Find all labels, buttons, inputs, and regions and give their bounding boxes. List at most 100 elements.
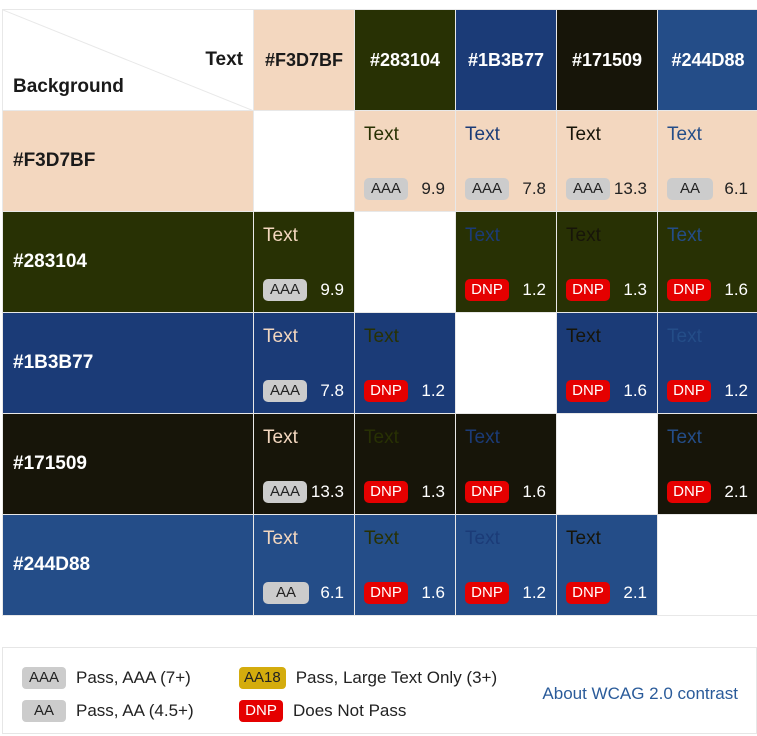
rating-badge: AA — [667, 178, 713, 200]
contrast-ratio: 1.3 — [421, 482, 445, 501]
contrast-cell-283104-1b3b77: Text DNP 1.2 — [456, 212, 557, 313]
rating-badge: DNP — [566, 582, 610, 604]
row-header-f3d7bf: #F3D7BF — [3, 111, 254, 212]
sample-text: Text — [667, 326, 702, 347]
contrast-ratio: 9.9 — [320, 280, 344, 299]
contrast-ratio: 13.3 — [310, 482, 344, 501]
contrast-cell-171509-f3d7bf: Text AAA 13.3 — [254, 414, 355, 515]
column-header-1b3b77: #1B3B77 — [456, 10, 557, 111]
contrast-cell-283104-f3d7bf: Text AAA 9.9 — [254, 212, 355, 313]
sample-text: Text — [263, 528, 298, 549]
row-header-1b3b77: #1B3B77 — [3, 313, 254, 414]
sample-text: Text — [364, 326, 399, 347]
sample-text: Text — [465, 528, 500, 549]
contrast-ratio: 1.2 — [522, 583, 546, 602]
sample-text: Text — [263, 326, 298, 347]
sample-text: Text — [364, 124, 399, 145]
contrast-cell-171509-1b3b77: Text DNP 1.6 — [456, 414, 557, 515]
sample-text: Text — [667, 124, 702, 145]
corner-background-label: Background — [13, 76, 124, 97]
empty-cell — [456, 313, 557, 414]
rating-badge: AAA — [364, 178, 408, 200]
contrast-ratio: 1.6 — [421, 583, 445, 602]
legend-aaa-label: Pass, AAA (7+) — [76, 668, 191, 687]
column-header-f3d7bf: #F3D7BF — [254, 10, 355, 111]
rating-badge: DNP — [667, 380, 711, 402]
rating-badge: AAA — [263, 279, 307, 301]
contrast-cell-1b3b77-171509: Text DNP 1.6 — [557, 313, 658, 414]
rating-badge: DNP — [566, 279, 610, 301]
contrast-cell-244d88-171509: Text DNP 2.1 — [557, 515, 658, 616]
contrast-ratio: 13.3 — [613, 179, 647, 198]
rating-badge: DNP — [465, 279, 509, 301]
column-header-244d88: #244D88 — [658, 10, 757, 111]
rating-badge: DNP — [364, 582, 408, 604]
contrast-cell-244d88-1b3b77: Text DNP 1.2 — [456, 515, 557, 616]
contrast-cell-f3d7bf-1b3b77: Text AAA 7.8 — [456, 111, 557, 212]
legend-aaa-badge: AAA — [22, 667, 66, 689]
row-header-244d88: #244D88 — [3, 515, 254, 616]
empty-cell — [355, 212, 456, 313]
sample-text: Text — [465, 124, 500, 145]
contrast-cell-1b3b77-283104: Text DNP 1.2 — [355, 313, 456, 414]
contrast-ratio: 7.8 — [522, 179, 546, 198]
column-header-283104: #283104 — [355, 10, 456, 111]
rating-badge: DNP — [667, 279, 711, 301]
legend-aa-badge: AA — [22, 700, 66, 722]
contrast-cell-283104-244d88: Text DNP 1.6 — [658, 212, 757, 313]
rating-badge: DNP — [667, 481, 711, 503]
sample-text: Text — [263, 427, 298, 448]
contrast-ratio: 2.1 — [623, 583, 647, 602]
sample-text: Text — [667, 427, 702, 448]
legend-dnp-badge: DNP — [239, 700, 283, 722]
contrast-cell-1b3b77-f3d7bf: Text AAA 7.8 — [254, 313, 355, 414]
sample-text: Text — [263, 225, 298, 246]
empty-cell — [254, 111, 355, 212]
legend-aa-label: Pass, AA (4.5+) — [76, 701, 194, 720]
contrast-cell-171509-244d88: Text DNP 2.1 — [658, 414, 757, 515]
row-header-283104: #283104 — [3, 212, 254, 313]
contrast-cell-171509-283104: Text DNP 1.3 — [355, 414, 456, 515]
column-header-171509: #171509 — [557, 10, 658, 111]
contrast-cell-f3d7bf-244d88: Text AA 6.1 — [658, 111, 757, 212]
legend-aa: AA Pass, AA (4.5+) — [22, 700, 194, 722]
rating-badge: AAA — [566, 178, 610, 200]
sample-text: Text — [667, 225, 702, 246]
corner-text-label: Text — [205, 49, 243, 70]
contrast-ratio: 6.1 — [320, 583, 344, 602]
sample-text: Text — [566, 528, 601, 549]
sample-text: Text — [566, 124, 601, 145]
sample-text: Text — [364, 427, 399, 448]
contrast-cell-1b3b77-244d88: Text DNP 1.2 — [658, 313, 757, 414]
contrast-ratio: 1.3 — [623, 280, 647, 299]
contrast-ratio: 6.1 — [724, 179, 748, 198]
contrast-ratio: 9.9 — [421, 179, 445, 198]
rating-badge: DNP — [364, 481, 408, 503]
empty-cell — [557, 414, 658, 515]
rating-badge: DNP — [465, 582, 509, 604]
contrast-cell-f3d7bf-171509: Text AAA 13.3 — [557, 111, 658, 212]
about-wcag-link[interactable]: About WCAG 2.0 contrast — [542, 684, 738, 703]
sample-text: Text — [364, 528, 399, 549]
contrast-ratio: 1.6 — [724, 280, 748, 299]
contrast-ratio: 1.2 — [724, 381, 748, 400]
sample-text: Text — [566, 326, 601, 347]
sample-text: Text — [566, 225, 601, 246]
legend-aa18-badge: AA18 — [239, 667, 286, 689]
corner-header: Text Background — [3, 10, 254, 111]
contrast-ratio: 1.2 — [522, 280, 546, 299]
sample-text: Text — [465, 427, 500, 448]
contrast-cell-244d88-283104: Text DNP 1.6 — [355, 515, 456, 616]
legend-aaa: AAA Pass, AAA (7+) — [22, 667, 191, 689]
rating-badge: DNP — [566, 380, 610, 402]
legend-dnp-label: Does Not Pass — [293, 701, 407, 720]
legend-aa18: AA18 Pass, Large Text Only (3+) — [239, 667, 497, 689]
contrast-ratio: 1.2 — [421, 381, 445, 400]
diagonal-divider — [3, 10, 253, 110]
contrast-grid: Text Background #F3D7BF #283104 #1B3B77 #1715… — [2, 9, 757, 616]
contrast-ratio: 7.8 — [320, 381, 344, 400]
contrast-ratio: 1.6 — [522, 482, 546, 501]
rating-badge: AAA — [465, 178, 509, 200]
contrast-cell-f3d7bf-283104: Text AAA 9.9 — [355, 111, 456, 212]
rating-badge: AAA — [263, 380, 307, 402]
